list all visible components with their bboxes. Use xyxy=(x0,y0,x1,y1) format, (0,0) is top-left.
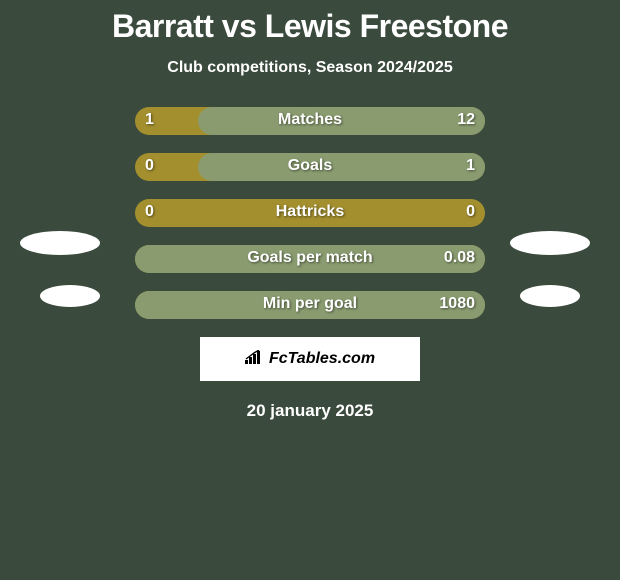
brand-badge: FcTables.com xyxy=(200,337,420,381)
date-label: 20 january 2025 xyxy=(0,401,620,421)
decoration-ellipse xyxy=(520,285,580,307)
header: Barratt vs Lewis Freestone Club competit… xyxy=(0,0,620,77)
stat-label: Min per goal xyxy=(135,295,485,313)
page-title: Barratt vs Lewis Freestone xyxy=(0,8,620,45)
stat-value-right: 1080 xyxy=(439,295,475,313)
decoration-ellipse xyxy=(20,231,100,255)
stat-row: 0 Goals 1 xyxy=(135,153,485,181)
decoration-ellipse xyxy=(40,285,100,307)
stat-value-right: 0 xyxy=(466,203,475,221)
stat-row: Min per goal 1080 xyxy=(135,291,485,319)
stat-value-right: 1 xyxy=(466,157,475,175)
stat-label: Hattricks xyxy=(135,203,485,221)
stat-row: 0 Hattricks 0 xyxy=(135,199,485,227)
stat-row: 1 Matches 12 xyxy=(135,107,485,135)
stats-container: 1 Matches 12 0 Goals 1 0 Hattricks 0 Goa… xyxy=(0,107,620,319)
stat-label: Matches xyxy=(135,111,485,129)
decoration-ellipse xyxy=(510,231,590,255)
page-subtitle: Club competitions, Season 2024/2025 xyxy=(0,59,620,77)
stat-label: Goals xyxy=(135,157,485,175)
brand-text: FcTables.com xyxy=(269,350,375,368)
stat-row: Goals per match 0.08 xyxy=(135,245,485,273)
stat-value-right: 12 xyxy=(457,111,475,129)
stat-value-right: 0.08 xyxy=(444,249,475,267)
stat-label: Goals per match xyxy=(135,249,485,267)
chart-icon xyxy=(245,350,263,369)
